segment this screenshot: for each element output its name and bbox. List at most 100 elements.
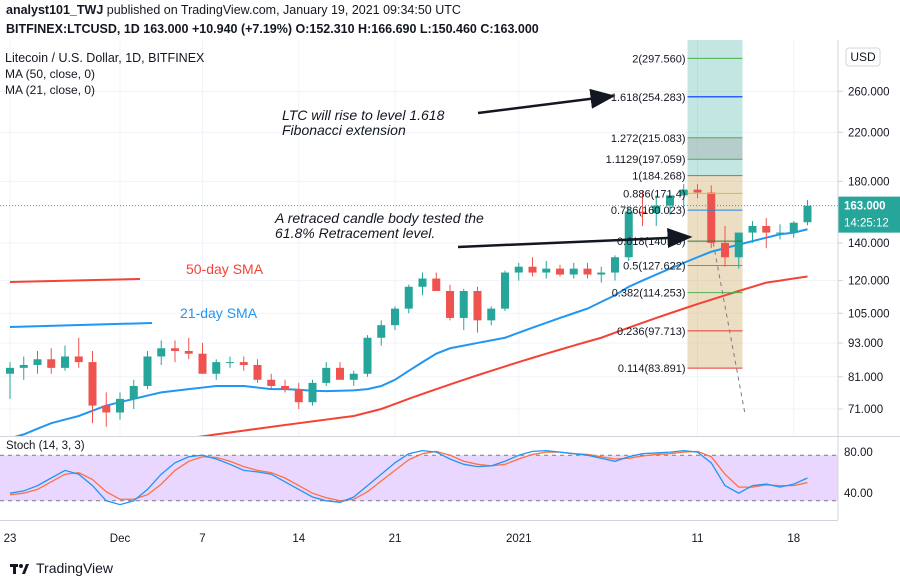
price-change: +10.940 (+7.19%) xyxy=(191,22,293,36)
fib-level-label: 1.272(215.083) xyxy=(611,133,686,145)
candle xyxy=(734,232,743,258)
publish-line: analyst101_TWJ published on TradingView.… xyxy=(6,3,461,17)
candle xyxy=(226,362,234,364)
candle xyxy=(473,290,482,321)
candle xyxy=(569,268,578,275)
candle xyxy=(789,222,798,233)
candle xyxy=(19,364,28,368)
candle xyxy=(624,211,633,258)
candle xyxy=(129,385,138,399)
y-tick-label: 105.000 xyxy=(848,308,890,320)
ohlc-line: BITFINEX:LTCUSD, 1D 163.000 +10.940 (+7.… xyxy=(6,22,539,36)
candle xyxy=(322,367,331,383)
candle xyxy=(638,211,647,214)
candle xyxy=(33,359,42,365)
ltc-arrow xyxy=(477,88,616,115)
candle xyxy=(666,195,674,206)
candle xyxy=(349,373,358,380)
candle xyxy=(501,272,509,309)
candle xyxy=(446,290,454,318)
price-tag xyxy=(838,196,900,233)
candle xyxy=(102,405,111,413)
candle xyxy=(74,356,83,363)
candle xyxy=(157,348,166,357)
y-tick-label: 120.000 xyxy=(848,276,890,288)
stoch-level-80: 80.00 xyxy=(844,447,873,459)
candle xyxy=(336,367,344,380)
fib-level-label: 1.618(254.283) xyxy=(611,92,686,104)
candle xyxy=(253,364,262,380)
ltc-annotation-line2: Fibonacci extension xyxy=(282,122,406,138)
price-tag-countdown: 14:25:12 xyxy=(844,218,889,230)
candle xyxy=(514,266,523,273)
fib-extension-zone xyxy=(687,40,743,176)
candle xyxy=(88,362,97,406)
price-tag-value: 163.000 xyxy=(844,201,886,213)
candle xyxy=(803,205,812,223)
candle xyxy=(432,278,441,291)
legend-ma21: MA (21, close, 0) xyxy=(5,83,95,97)
price-axis[interactable]: 260.000 220.000 180.000 140.000 120.000 105.0… xyxy=(0,49,900,416)
candle xyxy=(776,232,784,234)
y-tick-label: 81.000 xyxy=(848,372,883,384)
tradingview-logo[interactable]: TradingView xyxy=(10,560,113,576)
footer: TradingView xyxy=(0,556,900,586)
legend-ma50: MA (50, close, 0) xyxy=(5,67,95,81)
retrace-annotation-line2: 61.8% Retracement level. xyxy=(275,225,435,241)
x-tick-label: Dec xyxy=(110,533,131,545)
x-tick-label: 23 xyxy=(4,533,17,545)
published-text: published on TradingView.com, January 19… xyxy=(103,3,461,17)
candle xyxy=(762,225,771,233)
candle xyxy=(47,359,56,368)
time-axis-labels: 23 Dec 7 14 21 2021 11 18 xyxy=(4,533,801,545)
candle xyxy=(487,308,496,321)
stochastic-lines xyxy=(0,449,838,506)
tradingview-icon xyxy=(10,564,29,574)
candle xyxy=(281,385,289,390)
ltc-annotation-line1: LTC will rise to level 1.618 xyxy=(282,107,445,123)
fib-level-label: 0.886(171.4) xyxy=(623,188,685,200)
fib-level-label: 0.786(160.023) xyxy=(611,205,686,217)
candles xyxy=(6,184,812,427)
candle xyxy=(6,367,14,374)
candle xyxy=(198,353,207,374)
candle xyxy=(391,308,399,326)
sma50-label: 50-day SMA xyxy=(186,261,264,277)
retrace-annotation-line1: A retraced candle body tested the xyxy=(274,210,484,226)
x-tick-label: 11 xyxy=(692,533,704,545)
candle xyxy=(294,389,303,403)
fib-band xyxy=(687,137,743,160)
y-tick-label: 71.000 xyxy=(848,404,883,416)
fib-level-label: 2(297.560) xyxy=(632,53,685,65)
candle xyxy=(404,286,413,309)
candle xyxy=(721,242,729,258)
candle xyxy=(528,266,537,273)
publisher-name[interactable]: analyst101_TWJ xyxy=(6,3,104,17)
time-axis[interactable]: 23 Dec 7 14 21 2021 11 18 xyxy=(0,520,900,556)
x-tick-label: 18 xyxy=(787,533,800,545)
stochastic-panel[interactable]: Stoch (14, 3, 3) 80.00 40.00 xyxy=(0,436,900,520)
candle xyxy=(61,356,69,368)
currency-badge[interactable] xyxy=(845,47,881,67)
candle xyxy=(597,272,606,275)
chart-header: analyst101_TWJ published on TradingView.… xyxy=(0,0,900,40)
candle xyxy=(377,325,386,338)
price-grid xyxy=(0,40,838,436)
y-tick-label: 180.000 xyxy=(848,176,890,188)
stoch-d-line xyxy=(9,450,808,502)
sma21-label: 21-day SMA xyxy=(180,305,258,321)
candle xyxy=(652,205,661,214)
candle xyxy=(212,362,221,374)
price-chart[interactable]: 2(297.560) 1.618(254.283) 1.272(215.083) 1.… xyxy=(0,40,900,436)
candle xyxy=(171,348,179,351)
currency-label: USD xyxy=(850,50,876,64)
fib-level-label: 1(184.268) xyxy=(632,171,685,183)
fibonacci-zone xyxy=(687,40,743,369)
candle xyxy=(707,192,716,243)
fib-level-label: 1.1129(197.059) xyxy=(606,154,686,166)
stoch-level-40: 40.00 xyxy=(844,488,873,500)
candle xyxy=(679,189,688,196)
y-tick-label: 140.000 xyxy=(848,238,890,250)
sma50-legend-line xyxy=(9,278,141,283)
